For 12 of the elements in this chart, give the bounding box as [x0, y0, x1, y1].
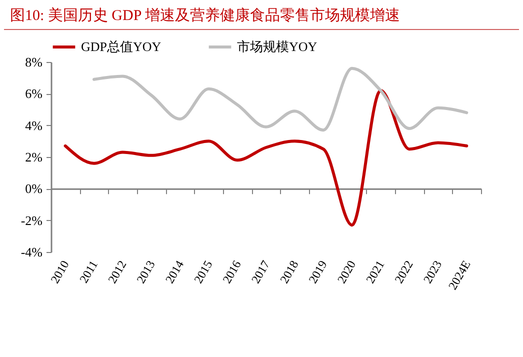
legend-label: 市场规模YOY [237, 39, 318, 54]
y-tick-label: 6% [25, 86, 43, 102]
y-tick-label: -4% [20, 244, 43, 260]
y-tick-label: 4% [25, 118, 43, 133]
legend-label: GDP总值YOY [81, 39, 162, 54]
line-series [64, 89, 468, 227]
y-tick-label: 2% [25, 150, 43, 164]
y-tick-label: 8% [25, 54, 43, 70]
chart-title: 图10: 美国历史 GDP 增速及营养健康食品零售市场规模增速 [4, 0, 519, 30]
y-tick-label: -2% [20, 212, 43, 228]
line-series [92, 66, 468, 132]
y-tick-label: 0% [25, 181, 43, 196]
